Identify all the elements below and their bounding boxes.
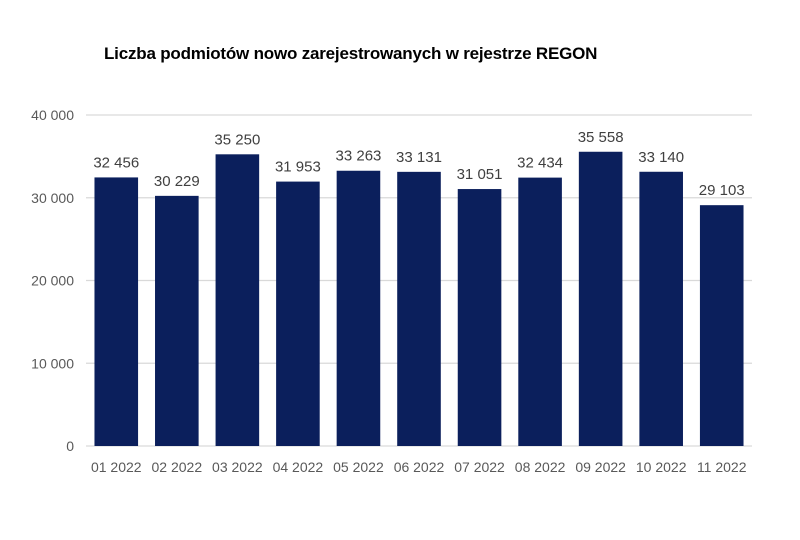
bar [457,189,502,446]
x-tick-label: 03 2022 [212,459,263,475]
x-axis-ticks: 01 2022 02 2022 03 2022 04 2022 05 2022 06 20… [91,459,747,475]
x-tick-label: 04 2022 [273,459,324,475]
x-tick-label: 10 2022 [636,459,687,475]
bar [215,154,260,446]
y-tick-label: 30 000 [31,190,74,206]
bar [276,181,320,446]
bar [155,195,199,446]
x-tick-label: 02 2022 [152,459,203,475]
data-label: 32 434 [517,155,563,172]
x-tick-label: 11 2022 [697,459,747,475]
x-tick-label: 01 2022 [91,459,142,475]
data-label: 33 131 [396,149,442,166]
data-labels: 32 456 30 229 35 250 31 953 33 263 33 131 31 0… [93,129,744,199]
data-label: 29 103 [699,182,745,199]
bar [578,151,623,446]
x-tick-label: 06 2022 [394,459,445,475]
bar [518,177,562,446]
bar [336,170,381,447]
data-label: 31 953 [275,159,321,176]
data-label: 32 456 [93,154,139,171]
bar [699,205,744,446]
bar [397,171,441,446]
y-axis-ticks: 0 10 000 20 000 30 000 40 000 [31,107,74,454]
chart-title: Liczba podmiotów nowo zarejestrowanych w… [104,44,598,63]
y-tick-label: 40 000 [31,107,74,123]
x-tick-label: 08 2022 [515,459,566,475]
y-tick-label: 20 000 [31,273,74,289]
data-label: 33 140 [638,149,684,166]
data-label: 33 263 [336,148,382,165]
data-label: 35 250 [214,131,260,148]
x-tick-label: 09 2022 [575,459,626,475]
x-tick-label: 05 2022 [333,459,384,475]
data-label: 35 558 [578,129,624,146]
bars [94,151,744,447]
x-tick-label: 07 2022 [454,459,505,475]
y-tick-label: 0 [66,438,74,454]
data-label: 30 229 [154,173,200,190]
bar [639,171,683,447]
bar [94,177,139,446]
data-label: 31 051 [457,166,503,183]
y-tick-label: 10 000 [31,355,74,371]
